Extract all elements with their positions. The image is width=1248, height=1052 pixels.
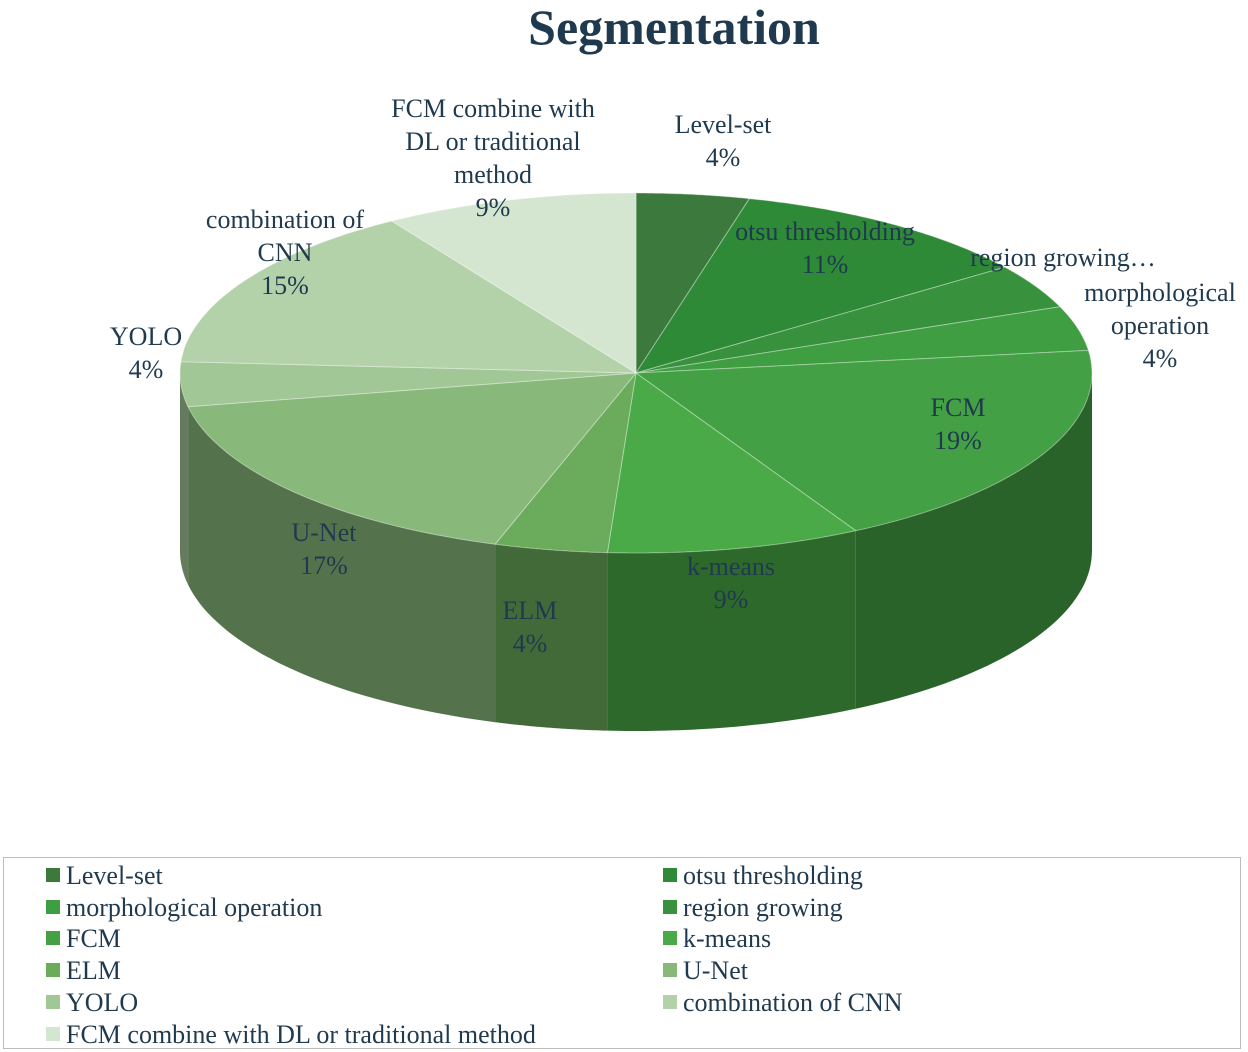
data-label-u-net: U-Net 17%	[292, 518, 358, 580]
legend-label: U-Net	[683, 956, 748, 986]
legend-item-region-growing: region growing	[663, 892, 843, 922]
legend-swatch	[663, 994, 677, 1009]
legend-label: region growing	[683, 892, 843, 922]
legend-item-morphological-operation: morphological operation	[46, 892, 323, 922]
legend-swatch	[663, 931, 677, 946]
pie-slice-k-means	[606, 372, 857, 554]
legend-label: YOLO	[66, 987, 139, 1017]
pie-slice-fcm	[634, 349, 1093, 532]
pie-slice-fcm-combine-with-dl-or-traditional-method	[390, 192, 637, 374]
legend-item-fcm: FCM	[46, 926, 121, 952]
legend-label: morphological operation	[66, 892, 323, 922]
legend-label: FCM combine with DL or traditional metho…	[66, 1019, 536, 1049]
legend-label: combination of CNN	[683, 987, 903, 1017]
pie-slice-elm	[494, 371, 637, 554]
pie-slice-otsu-thresholding	[634, 198, 1007, 374]
pie-slice-region-growing	[635, 266, 1062, 374]
pie-data-labels: Level-set 4% otsu thresholding 11% region gr…	[110, 94, 1236, 658]
data-label-elm: ELM 4%	[503, 596, 558, 658]
data-label-fcm-combine-with-dl-or-traditional-method: FCM combine with DL or traditional method 9…	[391, 94, 595, 222]
pie-tops	[179, 192, 1093, 554]
pie-sides	[180, 373, 1092, 731]
legend-swatch	[663, 963, 677, 978]
legend-label: otsu thresholding	[683, 861, 863, 890]
legend-item-k-means: k-means	[663, 926, 771, 952]
data-label-morphological-operation: morphological operation 4%	[1084, 278, 1236, 373]
legend-swatch	[46, 868, 60, 882]
legend-item-level-set: Level-set	[46, 863, 163, 889]
legend-swatch	[46, 963, 60, 978]
legend-item-fcm-combine-with-dl-or-traditional-method: FCM combine with DL or traditional metho…	[46, 1019, 536, 1049]
pie-side-u-net	[188, 406, 496, 723]
pie-slice-yolo	[179, 361, 637, 408]
legend-item-u-net: U-Net	[663, 958, 748, 984]
data-label-fcm: FCM 19%	[931, 393, 986, 455]
pie-slice-morphological-operation	[635, 306, 1090, 374]
legend-label: k-means	[683, 924, 772, 954]
chart-title: Segmentation	[528, 0, 820, 55]
pie-slice-combination-of-cnn	[180, 220, 638, 374]
data-label-region-growing: region growing…	[970, 243, 1156, 272]
legend: Level-set otsu thresholding morphological …	[3, 857, 1241, 1049]
legend-swatch	[663, 899, 677, 914]
legend-swatch	[46, 899, 60, 914]
data-label-otsu-thresholding: otsu thresholding 11%	[735, 217, 915, 279]
legend-swatch	[46, 1026, 60, 1041]
legend-swatch	[46, 994, 60, 1009]
legend-item-yolo: YOLO	[46, 987, 139, 1017]
pie-side-yolo	[180, 373, 189, 585]
legend-swatch	[46, 931, 60, 946]
legend-label: Level-set	[66, 861, 163, 890]
pie-side-elm	[495, 544, 608, 731]
pie-slice-level-set	[635, 192, 751, 375]
legend-item-otsu-thresholding: otsu thresholding	[663, 863, 863, 889]
data-label-level-set: Level-set 4%	[675, 110, 773, 172]
pie-side-k-means	[607, 530, 856, 731]
data-label-combination-of-cnn: combination of CNN 15%	[206, 205, 364, 300]
pie-side-fcm	[855, 373, 1092, 709]
legend-item-elm: ELM	[46, 958, 121, 984]
data-label-k-means: k-means 9%	[687, 552, 775, 614]
pie-slice-u-net	[187, 372, 638, 545]
legend-swatch	[663, 868, 677, 882]
legend-label: FCM	[66, 924, 121, 954]
legend-item-combination-of-cnn: combination of CNN	[663, 987, 903, 1017]
data-label-yolo: YOLO 4%	[110, 322, 182, 384]
legend-label: ELM	[66, 956, 121, 986]
